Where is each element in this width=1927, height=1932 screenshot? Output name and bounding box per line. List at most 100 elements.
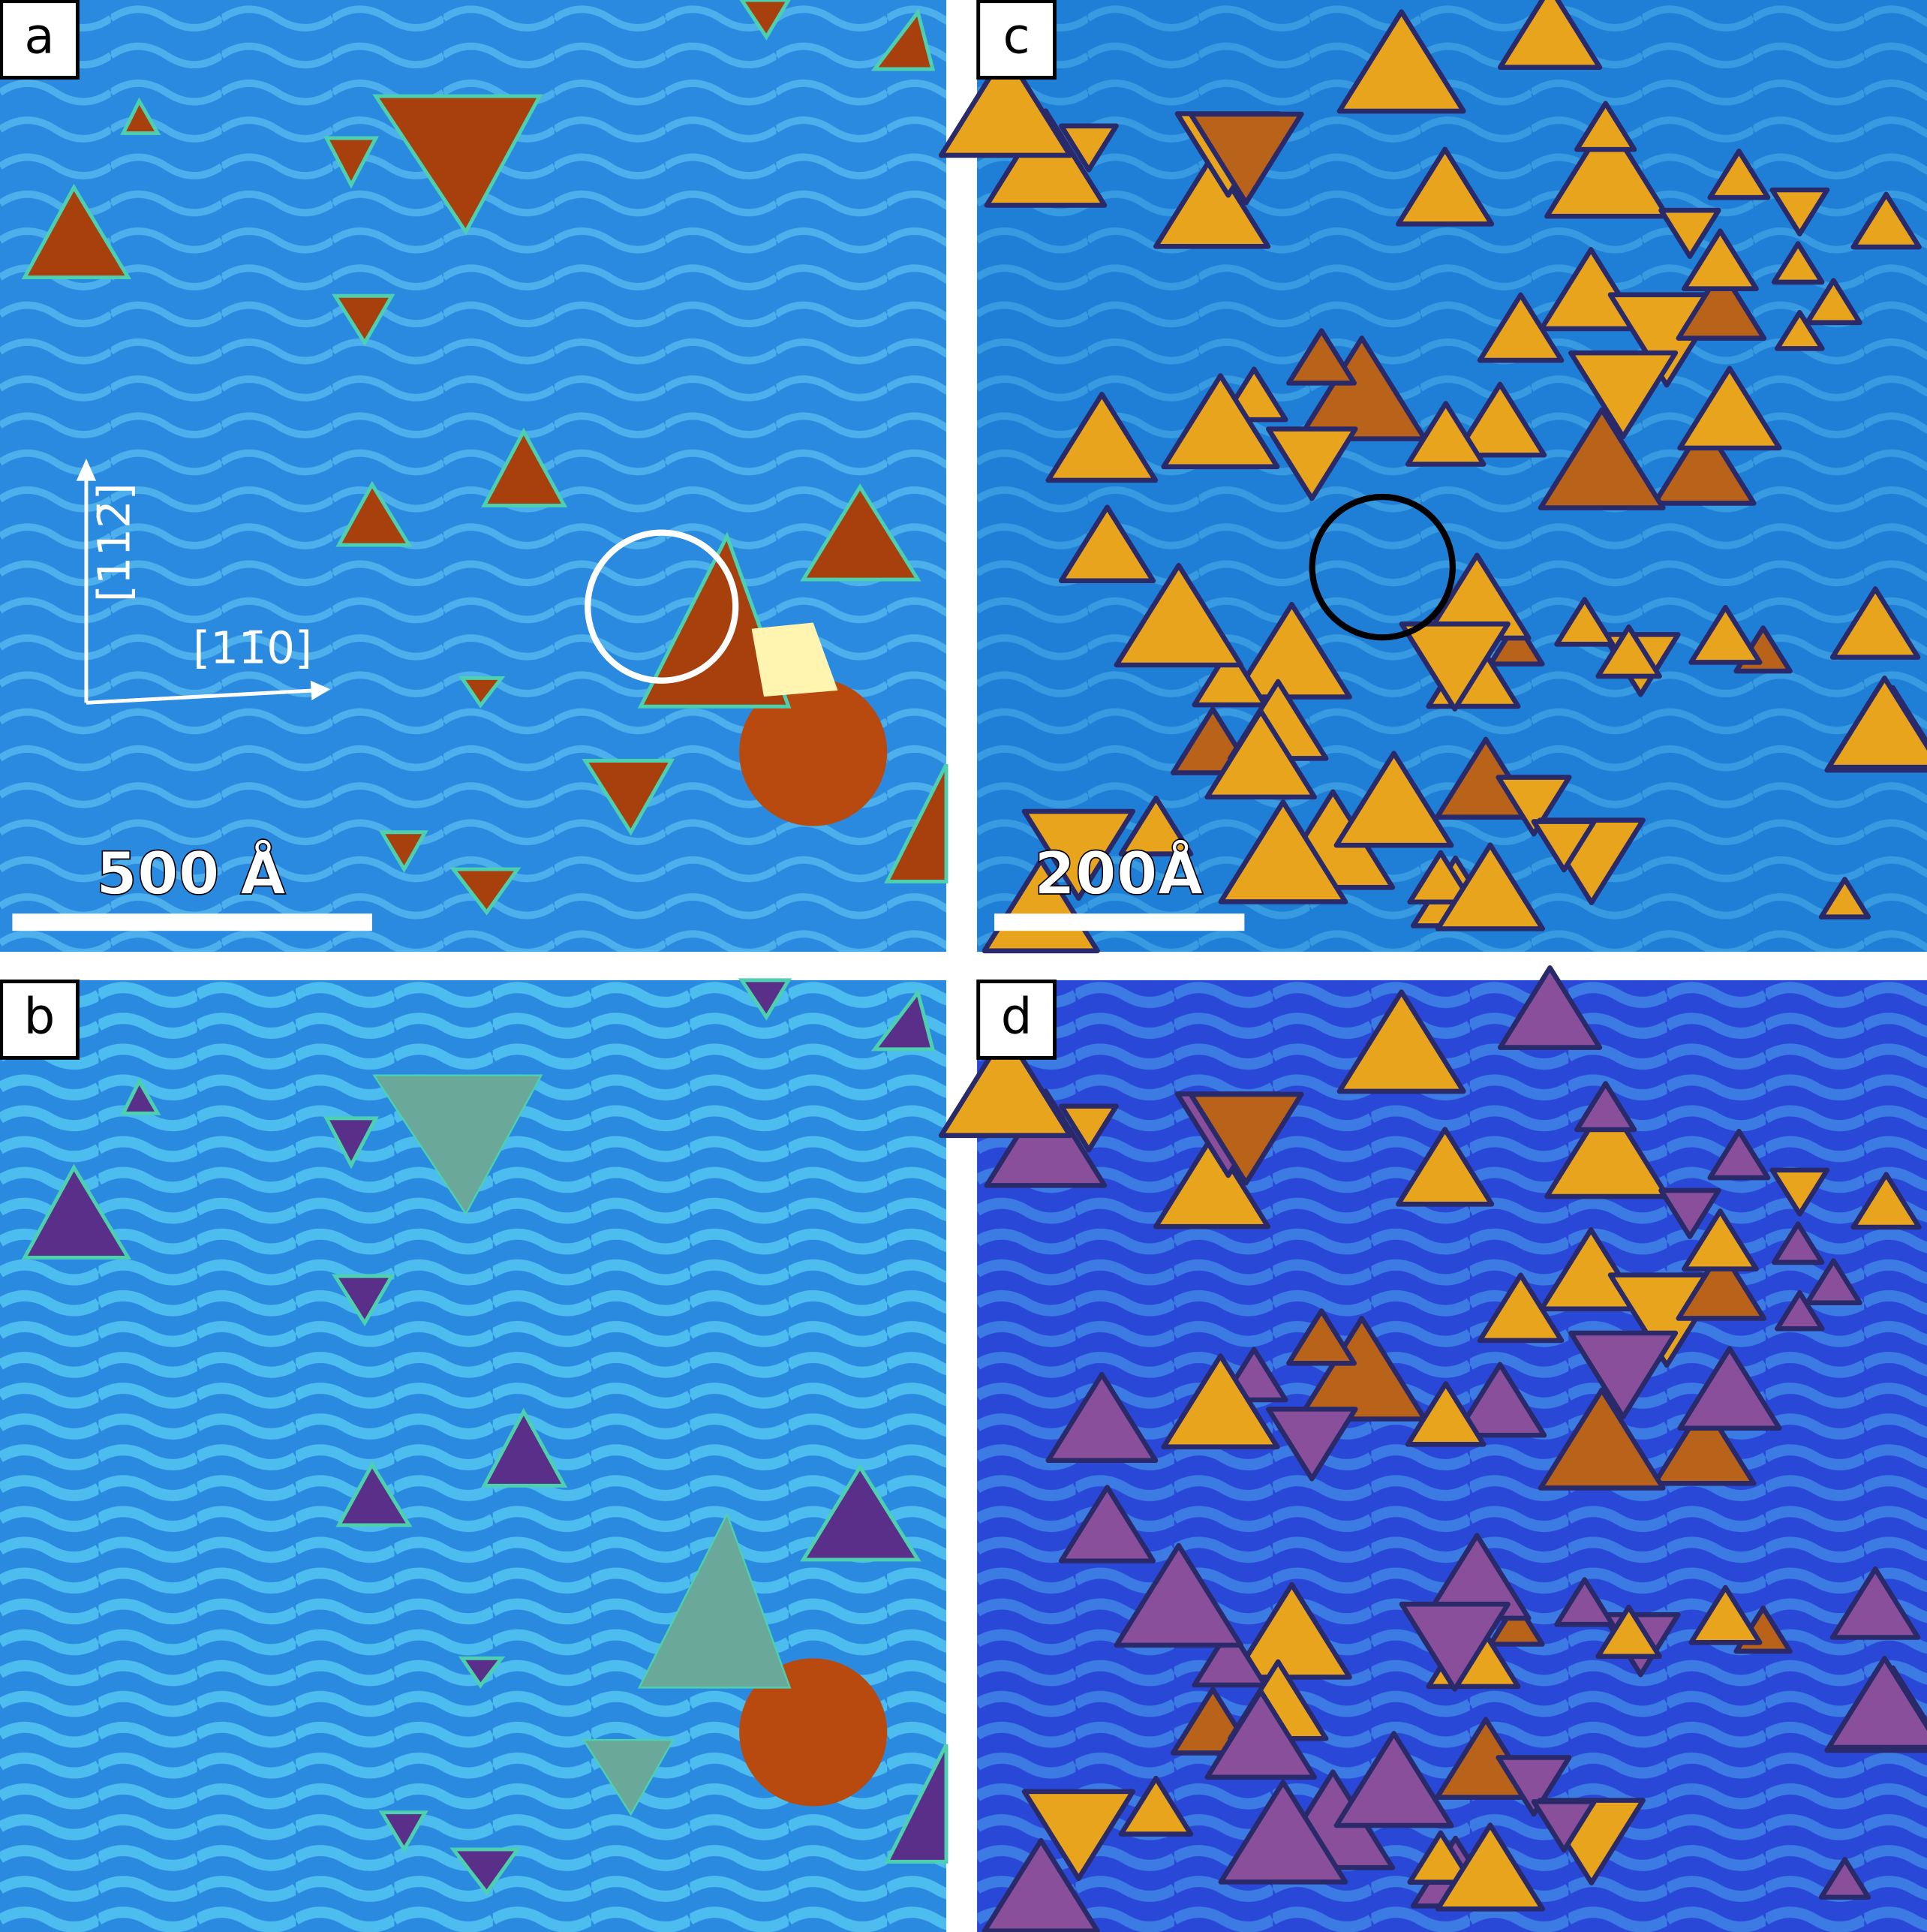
bright-patch xyxy=(751,622,838,697)
island xyxy=(1188,1091,1304,1186)
island xyxy=(1266,1407,1358,1482)
panel-c: 200Å c xyxy=(938,0,1927,954)
island xyxy=(1595,624,1662,679)
island xyxy=(1336,9,1466,114)
island xyxy=(1850,191,1922,250)
island xyxy=(1218,799,1348,904)
panel-label: c xyxy=(1003,8,1030,65)
island xyxy=(1161,373,1280,470)
island xyxy=(1497,0,1603,70)
island xyxy=(1775,1290,1825,1332)
island xyxy=(1231,601,1352,700)
island xyxy=(1531,819,1597,873)
island xyxy=(1775,310,1825,351)
island xyxy=(1538,407,1666,510)
island xyxy=(1218,1780,1348,1885)
island xyxy=(1850,1172,1922,1230)
island xyxy=(938,50,1073,158)
island xyxy=(1497,965,1603,1050)
label-box xyxy=(0,0,80,80)
island xyxy=(1286,328,1357,386)
island xyxy=(1059,123,1119,173)
island xyxy=(1595,1604,1662,1660)
island xyxy=(1266,426,1358,501)
island xyxy=(1399,1601,1511,1692)
island xyxy=(1538,1387,1666,1491)
islands xyxy=(938,965,1927,1932)
island xyxy=(1574,101,1637,152)
island xyxy=(1826,676,1927,770)
island xyxy=(1021,1789,1136,1882)
island xyxy=(1204,1689,1318,1780)
island xyxy=(1204,709,1318,800)
island xyxy=(1118,795,1194,856)
island xyxy=(1192,1626,1268,1688)
island xyxy=(1681,1208,1759,1271)
island xyxy=(1396,1127,1495,1207)
marker-circle xyxy=(585,529,739,684)
island xyxy=(1188,111,1304,206)
label-box xyxy=(0,980,80,1060)
island xyxy=(1538,247,1643,332)
island xyxy=(1405,1381,1487,1447)
island xyxy=(1488,1599,1545,1647)
island xyxy=(1652,421,1757,506)
panel-a: [112̄] [11̄0] 500 Å a xyxy=(0,0,946,952)
island xyxy=(1114,1542,1243,1648)
island xyxy=(1231,1581,1352,1680)
island xyxy=(1769,187,1830,236)
island xyxy=(375,1076,540,1212)
island xyxy=(1829,1566,1921,1640)
island xyxy=(1296,1316,1427,1422)
island xyxy=(1574,1081,1637,1133)
scale-bar xyxy=(12,913,372,931)
island xyxy=(1544,117,1670,219)
island xyxy=(1396,146,1495,227)
island xyxy=(984,108,1108,208)
marker-circle xyxy=(1309,493,1456,641)
island xyxy=(1707,149,1771,200)
island xyxy=(938,1029,1073,1139)
island xyxy=(1114,562,1243,668)
island xyxy=(1676,1247,1767,1321)
island xyxy=(1805,278,1862,326)
island xyxy=(1688,1584,1763,1645)
island xyxy=(1477,1272,1565,1344)
island xyxy=(1658,1187,1721,1239)
island xyxy=(1826,1655,1927,1750)
island xyxy=(1568,350,1679,440)
island xyxy=(1769,1167,1830,1217)
arrow xyxy=(86,688,314,705)
scale-bar xyxy=(994,913,1245,931)
island xyxy=(1021,808,1136,901)
island xyxy=(739,678,888,826)
island xyxy=(984,1088,1108,1188)
label-box xyxy=(976,0,1057,80)
island xyxy=(1286,1308,1357,1366)
island xyxy=(1681,228,1759,292)
island xyxy=(1435,842,1546,931)
island xyxy=(1688,604,1763,665)
island xyxy=(1435,1822,1546,1912)
island xyxy=(1407,1830,1475,1885)
island xyxy=(1153,154,1271,249)
island xyxy=(1818,877,1871,919)
island xyxy=(1453,1362,1547,1438)
island xyxy=(1399,621,1511,712)
islands xyxy=(938,0,1927,954)
island xyxy=(1045,392,1159,483)
island xyxy=(982,1837,1100,1932)
scale-bar-label: 200Å xyxy=(1034,839,1203,908)
island xyxy=(1336,989,1466,1094)
island xyxy=(1333,1731,1454,1828)
island xyxy=(1058,1485,1156,1563)
island xyxy=(1554,597,1616,647)
scale-bar-label: 500 Å xyxy=(96,839,286,908)
island xyxy=(1658,207,1721,259)
island xyxy=(585,1741,672,1813)
island xyxy=(640,1516,789,1687)
island xyxy=(1805,1258,1862,1306)
arrowhead xyxy=(310,680,331,701)
